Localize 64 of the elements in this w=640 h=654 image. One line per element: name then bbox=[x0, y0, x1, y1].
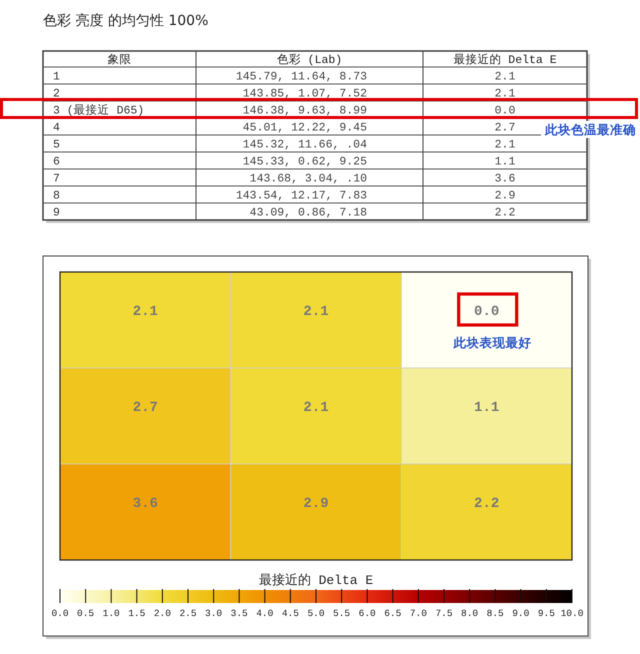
category-label: 2 bbox=[53, 88, 60, 100]
data-label: 2.2 bbox=[474, 496, 500, 512]
text: 143.85, 1.07, 7.52 bbox=[242, 88, 367, 100]
category-label: 色彩 (Lab) bbox=[276, 53, 342, 67]
color-bar-label: 9.0 bbox=[512, 608, 530, 619]
color-bar-label: 6.5 bbox=[384, 608, 402, 619]
text: 146.38, 9.63, 8.99 bbox=[242, 104, 367, 118]
text: 2.2 bbox=[494, 206, 516, 220]
color-bar-label: 0.0 bbox=[51, 608, 69, 619]
category-label: 4 bbox=[53, 122, 60, 134]
color-bar-label: 6.0 bbox=[358, 608, 376, 619]
text: 145.79, 11.64, 8.73 bbox=[236, 70, 367, 84]
category-label: 5 bbox=[53, 138, 60, 152]
color-bar-title: 最接近的 Delta E bbox=[258, 573, 374, 588]
color-bar-label: 7.0 bbox=[410, 608, 428, 619]
color-bar-label: 5.5 bbox=[333, 608, 350, 619]
color-bar-label: 3.5 bbox=[230, 608, 248, 619]
text: 3.6 bbox=[494, 172, 516, 186]
text: 2.7 bbox=[494, 122, 516, 134]
color-bar-label: 2.5 bbox=[179, 608, 197, 619]
data-label: 2.1 bbox=[132, 304, 158, 320]
text: 2.1 bbox=[494, 138, 516, 152]
color-bar-label: 0.5 bbox=[77, 608, 94, 619]
text: 143.68, 3.04, .10 bbox=[250, 172, 367, 186]
color-bar-label: 8.5 bbox=[486, 608, 504, 619]
text: 0.0 bbox=[494, 104, 516, 118]
color-bar-label: 1.5 bbox=[128, 608, 146, 619]
color-bar-label: 4.5 bbox=[282, 608, 300, 619]
text: 145.32, 11.66, .04 bbox=[242, 138, 367, 152]
data-label: 2.9 bbox=[303, 496, 329, 512]
color-bar-label: 7.5 bbox=[435, 608, 453, 619]
text: 45.01, 12.22, 9.45 bbox=[242, 122, 367, 134]
category-label: 象限 bbox=[108, 53, 132, 67]
text: 43.09, 0.86, 7.18 bbox=[250, 206, 367, 220]
category-label: 1 bbox=[53, 70, 60, 84]
category-label: 最接近的 Delta E bbox=[453, 52, 557, 67]
data-label: 2.7 bbox=[132, 400, 158, 416]
data-label: 2.1 bbox=[303, 304, 329, 320]
text: 2.1 bbox=[494, 88, 516, 100]
category-label: 3 (最接近 D65) bbox=[53, 104, 144, 118]
category-label: 7 bbox=[53, 172, 60, 186]
data-label: 1.1 bbox=[474, 400, 500, 416]
data-label: 3.6 bbox=[132, 496, 158, 512]
text: 2.9 bbox=[494, 190, 516, 202]
text: 143.54, 12.17, 7.83 bbox=[236, 190, 367, 202]
text: 2.1 bbox=[494, 70, 516, 84]
color-bar-label: 10.0 bbox=[560, 608, 584, 619]
category-label: 6 bbox=[53, 156, 60, 168]
text: 1.1 bbox=[494, 156, 516, 168]
color-bar-label: 3.0 bbox=[205, 608, 222, 619]
text: 色彩 亮度 的均匀性 100% bbox=[43, 13, 208, 29]
text: 此块色温最准确 bbox=[544, 122, 636, 137]
color-bar-label: 5.0 bbox=[307, 608, 325, 619]
data-label: 0.0 bbox=[474, 304, 500, 320]
category-label: 8 bbox=[53, 190, 60, 202]
text: 145.33, 0.62, 9.25 bbox=[242, 156, 367, 168]
color-bar-label: 4.0 bbox=[256, 608, 274, 619]
category-label: 9 bbox=[53, 206, 60, 220]
data-label: 2.1 bbox=[303, 400, 329, 416]
color-bar-label: 8.0 bbox=[461, 608, 478, 619]
color-bar-label: 9.5 bbox=[538, 608, 556, 619]
color-bar-label: 2.0 bbox=[154, 608, 172, 619]
annotation: 此块表现最好 bbox=[452, 335, 532, 350]
color-bar-label: 1.0 bbox=[102, 608, 120, 619]
